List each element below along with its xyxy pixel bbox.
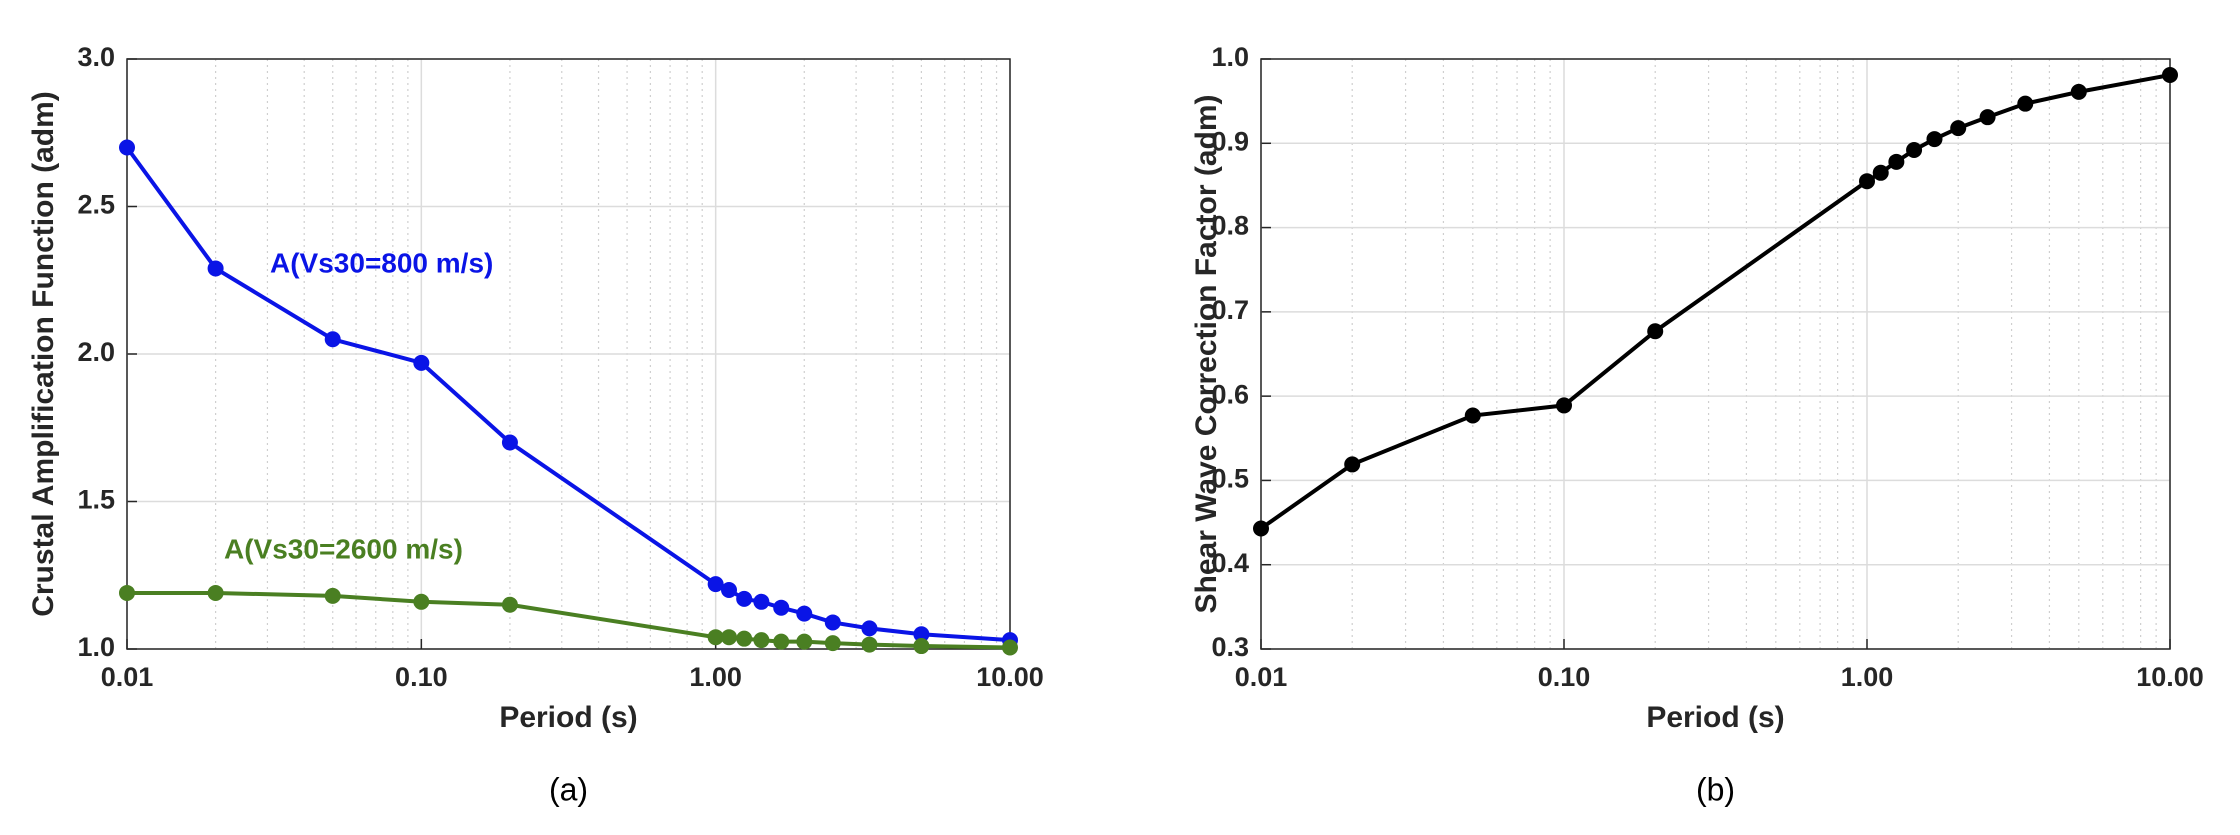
data-point: [796, 605, 813, 622]
data-point: [824, 614, 841, 631]
data-point: [119, 139, 135, 156]
y-tick-label: 2.5: [77, 190, 115, 220]
data-point: [1979, 109, 1996, 126]
x-tick-label: 0.10: [1538, 662, 1591, 692]
data-point: [207, 260, 224, 277]
data-point: [2162, 67, 2178, 84]
data-point: [1906, 142, 1923, 159]
data-point: [501, 596, 518, 613]
data-point: [721, 629, 738, 646]
y-axis-label: Crustal Amplification Function (adm): [27, 91, 60, 617]
data-point: [707, 629, 724, 646]
plot-frame: [1260, 58, 2171, 650]
data-point: [721, 582, 738, 598]
x-tick-label: 0.01: [101, 662, 154, 692]
caption: (b): [1696, 771, 1735, 807]
data-point: [753, 593, 770, 610]
data-point: [413, 593, 430, 610]
data-point: [324, 331, 341, 348]
plot-area: [1261, 59, 2170, 649]
data-point: [119, 584, 135, 601]
data-point: [1647, 323, 1664, 340]
y-tick-label: 1.5: [77, 485, 115, 515]
data-point: [1002, 639, 1018, 656]
x-tick-label: 0.10: [395, 662, 448, 692]
data-point: [796, 633, 813, 650]
data-point: [2070, 83, 2087, 100]
y-tick-label: 0.9: [1211, 126, 1249, 156]
y-tick-label: 1.0: [77, 632, 115, 662]
data-point: [207, 584, 224, 601]
data-point: [753, 632, 770, 649]
y-tick-label: 0.8: [1211, 211, 1249, 241]
x-tick-label: 0.01: [1235, 662, 1288, 692]
data-point: [1556, 397, 1572, 414]
data-point: [773, 633, 790, 650]
y-tick-label: 2.0: [77, 337, 115, 367]
data-point: [913, 638, 930, 655]
plot-frame: [126, 58, 1011, 650]
data-point: [324, 587, 341, 604]
x-tick-label: 10.00: [2136, 662, 2204, 692]
y-axis-label: Shear Wave Correction Factor (adm): [1190, 94, 1223, 613]
data-point: [861, 636, 878, 653]
data-point: [501, 434, 518, 451]
data-point: [1859, 173, 1875, 190]
data-point: [824, 635, 841, 652]
y-tick-label: 0.7: [1211, 295, 1249, 325]
data-point: [1464, 407, 1481, 424]
data-point: [1253, 520, 1269, 537]
x-axis-label: Period (s): [499, 701, 637, 734]
y-tick-label: 3.0: [77, 42, 115, 72]
y-tick-label: 1.0: [1211, 42, 1249, 72]
data-point: [707, 576, 724, 593]
data-point: [773, 599, 790, 616]
data-point: [2017, 95, 2034, 112]
data-point: [1926, 131, 1943, 148]
y-tick-label: 0.4: [1211, 548, 1249, 578]
data-point: [1950, 120, 1967, 137]
y-tick-label: 0.5: [1211, 464, 1249, 494]
x-tick-label: 10.00: [976, 662, 1044, 692]
data-point: [736, 590, 753, 607]
data-point: [861, 620, 878, 637]
series-label: A(Vs30=2600 m/s): [224, 533, 463, 564]
data-point: [1344, 456, 1361, 473]
x-tick-label: 1.00: [1841, 662, 1894, 692]
y-tick-label: 0.3: [1211, 632, 1249, 662]
data-point: [913, 626, 930, 643]
x-axis-label: Period (s): [1646, 701, 1784, 734]
series-label: A(Vs30=800 m/s): [270, 247, 493, 278]
x-tick-label: 1.00: [689, 662, 742, 692]
caption: (a): [549, 771, 588, 807]
data-point: [736, 630, 753, 647]
data-point: [1872, 164, 1889, 181]
data-point: [1888, 153, 1905, 170]
data-point: [413, 354, 430, 371]
y-tick-label: 0.6: [1211, 379, 1249, 409]
